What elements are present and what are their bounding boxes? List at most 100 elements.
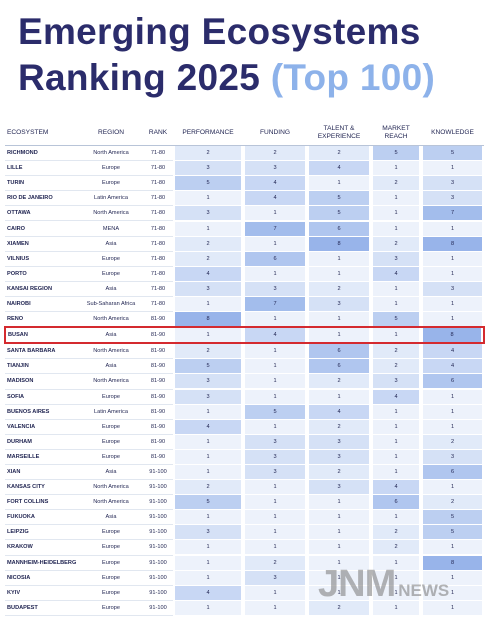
score-cell: 1: [173, 509, 243, 526]
ecosystem-cell: RENO: [5, 311, 79, 328]
score-cell: 4: [243, 326, 307, 345]
score-cell: 1: [173, 539, 243, 556]
table-row: SANTA BARBARA North America 81-90 2 1 6 2 4: [5, 343, 484, 360]
score-cell: 2: [173, 236, 243, 252]
score-value: 1: [245, 344, 305, 359]
score-cell: 3: [307, 449, 371, 465]
score-value: 1: [309, 555, 369, 570]
score-value: 1: [423, 570, 482, 585]
score-cell: 1: [243, 585, 307, 601]
score-cell: 5: [421, 145, 484, 162]
score-cell: 1: [173, 449, 243, 465]
score-value: 4: [175, 585, 241, 600]
ecosystem-cell: SOFIA: [5, 389, 79, 405]
score-cell: 5: [371, 145, 421, 162]
score-value: 1: [373, 221, 419, 236]
score-value: 1: [245, 510, 305, 525]
score-value: 1: [309, 570, 369, 585]
ecosystem-cell: RIO DE JANEIRO: [5, 190, 79, 207]
score-cell: 1: [421, 160, 484, 177]
rank-cell: 71-80: [143, 296, 173, 313]
table-row: PORTO Europe 71-80 4 1 1 4 1: [5, 266, 484, 282]
score-value: 3: [245, 449, 305, 464]
region-cell: Europe: [79, 449, 143, 465]
table-row: FORT COLLINS North America 91-100 5 1 1 6 2: [5, 494, 484, 511]
score-value: 1: [373, 465, 419, 480]
score-cell: 3: [173, 373, 243, 390]
ecosystem-cell: TURIN: [5, 175, 79, 192]
score-value: 5: [423, 146, 482, 161]
score-cell: 1: [371, 509, 421, 526]
score-cell: 3: [173, 281, 243, 297]
table-row: MARSEILLE Europe 81-90 1 3 3 1 3: [5, 449, 484, 465]
rank-cell: 81-90: [143, 419, 173, 435]
score-cell: 4: [173, 585, 243, 601]
score-value: 1: [309, 389, 369, 404]
ecosystem-cell: KYIV: [5, 585, 79, 601]
score-cell: 4: [421, 343, 484, 360]
score-value: 1: [245, 525, 305, 540]
table-row: KANSAS CITY North America 91-100 2 1 3 4 1: [5, 479, 484, 496]
rank-cell: 91-100: [143, 464, 173, 481]
score-value: 1: [309, 495, 369, 510]
rank-cell: 71-80: [143, 145, 173, 162]
score-value: 1: [373, 585, 419, 600]
score-value: 1: [175, 465, 241, 480]
score-value: 5: [423, 525, 482, 540]
table-row: XIAN Asia 91-100 1 3 2 1 6: [5, 464, 484, 481]
score-cell: 6: [307, 358, 371, 375]
score-value: 1: [175, 540, 241, 555]
score-value: 1: [373, 570, 419, 585]
score-value: 3: [309, 434, 369, 449]
score-cell: 1: [421, 479, 484, 496]
ranking-table: ECOSYSTEM REGION RANK PERFORMANCE FUNDING TAL…: [4, 121, 485, 616]
score-cell: 1: [307, 555, 371, 571]
score-cell: 1: [173, 326, 243, 345]
rank-cell: 71-80: [143, 175, 173, 192]
score-cell: 1: [243, 205, 307, 222]
score-value: 1: [245, 374, 305, 389]
header-row: ECOSYSTEM REGION RANK PERFORMANCE FUNDING TAL…: [5, 121, 484, 146]
score-cell: 5: [243, 404, 307, 420]
score-cell: 3: [173, 524, 243, 541]
table-row: NICOSIA Europe 91-100 1 3 1 1 1: [5, 570, 484, 586]
score-value: 1: [175, 191, 241, 206]
score-value: 1: [423, 419, 482, 434]
score-cell: 1: [421, 251, 484, 267]
score-cell: 1: [421, 220, 484, 237]
score-value: 1: [245, 389, 305, 404]
score-value: 8: [423, 328, 481, 343]
table-row: TIANJIN Asia 81-90 5 1 6 2 4: [5, 358, 484, 375]
score-value: 8: [423, 236, 482, 251]
rank-cell: 91-100: [143, 585, 173, 601]
score-cell: 5: [307, 190, 371, 207]
score-cell: 1: [173, 220, 243, 237]
score-value: 1: [423, 296, 482, 311]
score-cell: 3: [307, 296, 371, 313]
region-cell: North America: [79, 311, 143, 328]
score-cell: 3: [307, 479, 371, 496]
score-value: 1: [423, 600, 482, 615]
score-cell: 1: [243, 494, 307, 511]
table-row: RENO North America 81-90 8 1 1 5 1: [5, 311, 484, 328]
score-value: 1: [373, 419, 419, 434]
table-row: FUKUOKA Asia 91-100 1 1 1 1 5: [5, 509, 484, 526]
score-cell: 4: [173, 266, 243, 282]
score-cell: 1: [371, 570, 421, 586]
score-cell: 1: [421, 585, 484, 601]
score-cell: 3: [173, 160, 243, 177]
score-value: 3: [175, 389, 241, 404]
score-value: 1: [175, 221, 241, 236]
table-row: KANSAI REGION Asia 71-80 3 3 2 1 3: [5, 281, 484, 297]
score-value: 1: [309, 312, 369, 327]
score-cell: 1: [173, 464, 243, 481]
score-value: 2: [309, 465, 369, 480]
title-line: Ranking 2025 (Top 100): [18, 58, 435, 98]
rank-cell: 81-90: [143, 311, 173, 328]
score-cell: 1: [307, 311, 371, 328]
score-cell: 4: [307, 404, 371, 420]
rank-cell: 91-100: [143, 479, 173, 496]
region-cell: North America: [79, 343, 143, 360]
score-cell: 2: [421, 494, 484, 511]
rank-cell: 71-80: [143, 236, 173, 252]
